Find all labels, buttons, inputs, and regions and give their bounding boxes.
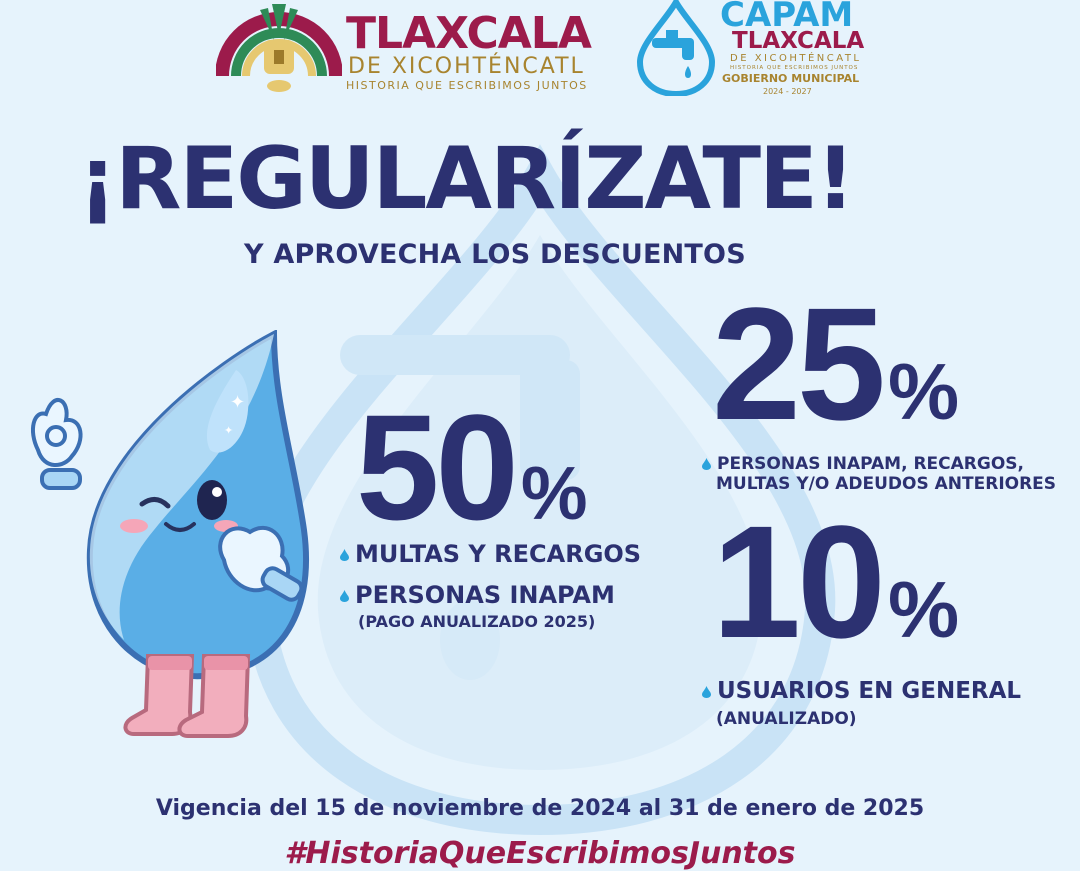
validity-period: Vigencia del 15 de noviembre de 2024 al …: [155, 796, 925, 821]
capam-logo-name: CAPAM: [720, 0, 854, 35]
discount-10-percent: %: [887, 565, 960, 654]
discount-10-note: (ANUALIZADO): [716, 709, 857, 729]
discount-50-item-2: PERSONAS INAPAM: [340, 583, 615, 607]
discount-25-value: 25%: [712, 284, 959, 444]
hashtag: #HistoriaQueEscribimosJuntos: [284, 836, 796, 871]
tlaxcala-logo-tagline: HISTORIA QUE ESCRIBIMOS JUNTOS: [346, 79, 588, 92]
glove-ok-icon: [30, 398, 83, 490]
subheadline: Y APROVECHA LOS DESCUENTOS: [244, 239, 746, 270]
tlaxcala-crest-icon: [216, 4, 342, 92]
drop-bullet-icon: [340, 590, 349, 602]
capam-logo-subtitle: DE XICOHTÉNCATL: [730, 53, 862, 64]
capam-logo-tagline: HISTORIA QUE ESCRIBIMOS JUNTOS: [730, 65, 859, 71]
discount-25-number: 25: [712, 274, 886, 453]
discount-50-number: 50: [356, 383, 519, 551]
discount-10-number: 10: [712, 492, 886, 671]
svg-text:✦: ✦: [230, 392, 245, 413]
drop-bullet-icon: [702, 685, 711, 698]
discount-50-percent: %: [520, 451, 588, 535]
discount-25-percent: %: [887, 347, 960, 436]
capam-logo-place: TLAXCALA: [732, 28, 865, 54]
capam-logo-government: GOBIERNO MUNICIPAL: [722, 72, 860, 85]
headline: ¡REGULARÍZATE!: [78, 129, 855, 229]
tlaxcala-logo-subtitle: DE XICOHTÉNCATL: [348, 54, 585, 79]
pink-boots-icon: [123, 654, 251, 738]
discount-50-item-1: MULTAS Y RECARGOS: [340, 542, 641, 566]
drop-bullet-icon: [340, 549, 349, 561]
discount-25-line-2: MULTAS Y/O ADEUDOS ANTERIORES: [716, 474, 1057, 494]
tlaxcala-logo-name: TLAXCALA: [346, 8, 592, 59]
svg-text:✦: ✦: [224, 424, 233, 437]
discount-10-value: 10%: [712, 502, 959, 662]
discount-50-value: 50%: [356, 392, 588, 542]
discount-10-item: USUARIOS EN GENERAL: [702, 680, 1021, 703]
water-drop-mascot: ✦ ✦: [30, 330, 310, 738]
capam-logo-years: 2024 - 2027: [763, 87, 812, 96]
discount-25-line-1: PERSONAS INAPAM, RECARGOS,: [702, 456, 1024, 473]
drop-bullet-icon: [702, 458, 711, 470]
discount-50-note: (PAGO ANUALIZADO 2025): [358, 612, 596, 631]
water-drop-faucet-icon: [636, 0, 716, 96]
